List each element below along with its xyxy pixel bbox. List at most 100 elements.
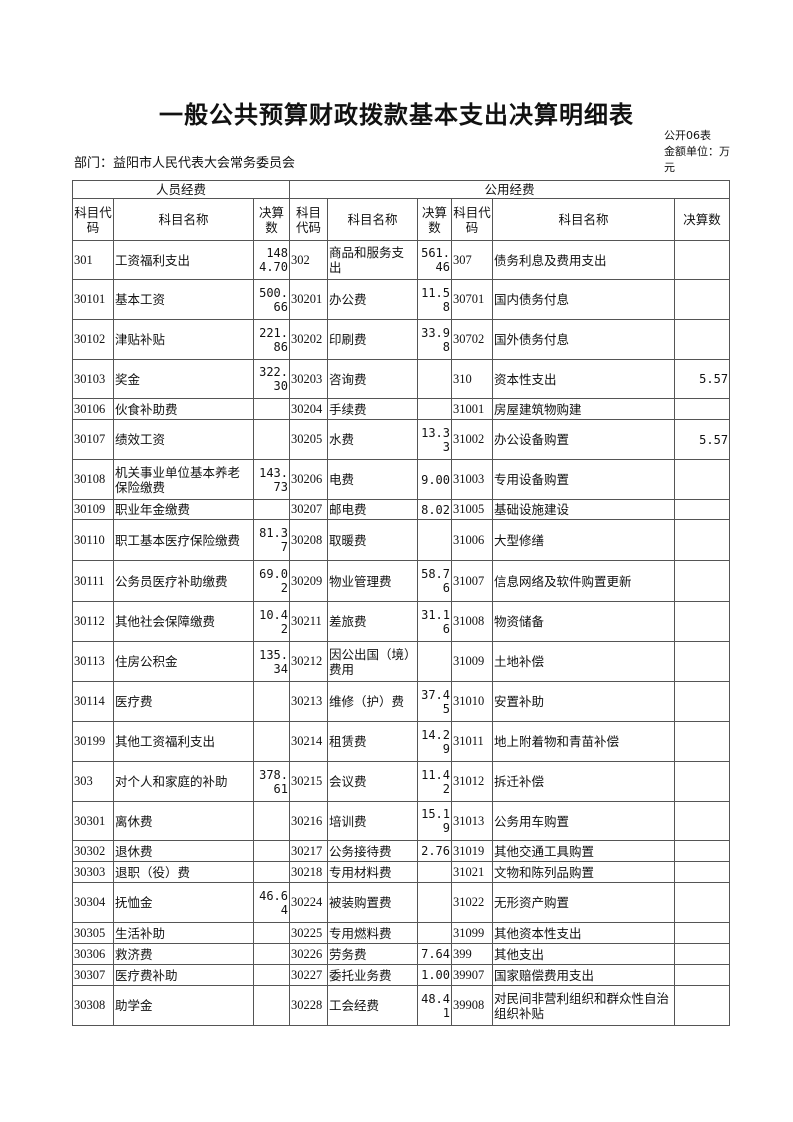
amount bbox=[673, 459, 731, 500]
amount: 1484.70 bbox=[253, 240, 290, 280]
column-header-row: 科目代码 科目名称 决算数 科目代码 科目名称 决算数 科目代码 科目名称 决算数 bbox=[72, 198, 731, 241]
subject-code: 30308 bbox=[72, 985, 114, 1026]
amount bbox=[673, 279, 731, 320]
subject-code: 30203 bbox=[289, 359, 328, 399]
amount bbox=[253, 943, 290, 965]
amount bbox=[417, 398, 452, 420]
subject-code: 30204 bbox=[289, 398, 328, 420]
table-row: 30109 职业年金缴费 30207 邮电费 8.02 31005 基础设施建设 bbox=[72, 499, 731, 520]
table-row: 301 工资福利支出 1484.70 302 商品和服务支出 561.46 307 债务利息及… bbox=[72, 240, 731, 280]
amount: 143.73 bbox=[253, 459, 290, 500]
subject-name: 因公出国（境）费用 bbox=[327, 641, 418, 682]
subject-code: 30102 bbox=[72, 319, 114, 360]
amount: 15.19 bbox=[417, 801, 452, 841]
subject-code: 30215 bbox=[289, 761, 328, 802]
subject-name: 无形资产购置 bbox=[492, 882, 675, 923]
subject-code: 30218 bbox=[289, 861, 328, 883]
table-row: 30301 离休费 30216 培训费 15.19 31013 公务用车购置 bbox=[72, 801, 731, 841]
subject-code: 30101 bbox=[72, 279, 114, 320]
subject-code: 30302 bbox=[72, 840, 114, 862]
subject-name: 印刷费 bbox=[327, 319, 418, 360]
subject-code: 30113 bbox=[72, 641, 114, 682]
table-row: 30305 生活补助 30225 专用燃料费 31099 其他资本性支出 bbox=[72, 922, 731, 944]
subject-code: 301 bbox=[72, 240, 114, 280]
subject-code: 399 bbox=[451, 943, 493, 965]
amount bbox=[673, 761, 731, 802]
subject-code: 302 bbox=[289, 240, 328, 280]
subject-name: 水费 bbox=[327, 419, 418, 460]
subject-code: 30202 bbox=[289, 319, 328, 360]
subject-name: 绩效工资 bbox=[113, 419, 254, 460]
subject-code: 30106 bbox=[72, 398, 114, 420]
subject-name: 物业管理费 bbox=[327, 560, 418, 602]
subject-name: 拆迁补偿 bbox=[492, 761, 675, 802]
amount bbox=[253, 964, 290, 986]
amount bbox=[673, 681, 731, 722]
amount bbox=[673, 398, 731, 420]
header-code: 科目代码 bbox=[289, 198, 328, 241]
subject-code: 30702 bbox=[451, 319, 493, 360]
subject-name: 救济费 bbox=[113, 943, 254, 965]
subject-name: 医疗费 bbox=[113, 681, 254, 722]
subject-code: 310 bbox=[451, 359, 493, 399]
amount bbox=[253, 840, 290, 862]
table-row: 30308 助学金 30228 工会经费 48.41 39908 对民间非营利组织和群众性自… bbox=[72, 985, 731, 1026]
subject-code: 307 bbox=[451, 240, 493, 280]
amount bbox=[417, 519, 452, 561]
amount bbox=[673, 560, 731, 602]
amount bbox=[253, 398, 290, 420]
header-code: 科目代码 bbox=[72, 198, 114, 241]
subject-name: 工资福利支出 bbox=[113, 240, 254, 280]
subject-code: 30212 bbox=[289, 641, 328, 682]
subject-name: 房屋建筑物购建 bbox=[492, 398, 675, 420]
amount: 500.66 bbox=[253, 279, 290, 320]
header-amount: 决算数 bbox=[253, 198, 290, 241]
subject-code: 30305 bbox=[72, 922, 114, 944]
subject-name: 其他社会保障缴费 bbox=[113, 601, 254, 642]
amount bbox=[253, 419, 290, 460]
subject-code: 31019 bbox=[451, 840, 493, 862]
table-row: 30112 其他社会保障缴费 10.42 30211 差旅费 31.16 31008 物资储备 bbox=[72, 601, 731, 642]
subject-name: 公务员医疗补助缴费 bbox=[113, 560, 254, 602]
subject-name: 其他支出 bbox=[492, 943, 675, 965]
subject-name: 取暖费 bbox=[327, 519, 418, 561]
subject-code: 31013 bbox=[451, 801, 493, 841]
subject-name: 专用燃料费 bbox=[327, 922, 418, 944]
subject-code: 30227 bbox=[289, 964, 328, 986]
amount: 322.30 bbox=[253, 359, 290, 399]
amount bbox=[673, 801, 731, 841]
subject-name: 物资储备 bbox=[492, 601, 675, 642]
amount bbox=[253, 499, 290, 520]
subject-code: 30206 bbox=[289, 459, 328, 500]
table-row: 30108 机关事业单位基本养老保险缴费 143.73 30206 电费 9.00 3100… bbox=[72, 459, 731, 500]
subject-code: 30214 bbox=[289, 721, 328, 762]
amount bbox=[673, 641, 731, 682]
subject-name: 维修（护）费 bbox=[327, 681, 418, 722]
table-row: 30103 奖金 322.30 30203 咨询费 310 资本性支出 5.57 bbox=[72, 359, 731, 399]
subject-code: 30303 bbox=[72, 861, 114, 883]
subject-code: 31002 bbox=[451, 419, 493, 460]
amount bbox=[673, 943, 731, 965]
subject-name: 差旅费 bbox=[327, 601, 418, 642]
amount bbox=[673, 519, 731, 561]
header-name: 科目名称 bbox=[327, 198, 418, 241]
subject-name: 被装购置费 bbox=[327, 882, 418, 923]
amount: 7.64 bbox=[417, 943, 452, 965]
amount bbox=[673, 601, 731, 642]
subject-name: 其他交通工具购置 bbox=[492, 840, 675, 862]
subject-name: 医疗费补助 bbox=[113, 964, 254, 986]
subject-name: 电费 bbox=[327, 459, 418, 500]
subject-code: 31005 bbox=[451, 499, 493, 520]
subject-name: 地上附着物和青苗补偿 bbox=[492, 721, 675, 762]
header-name: 科目名称 bbox=[492, 198, 675, 241]
subject-code: 30216 bbox=[289, 801, 328, 841]
amount: 9.00 bbox=[417, 459, 452, 500]
subject-name: 对个人和家庭的补助 bbox=[113, 761, 254, 802]
amount bbox=[673, 861, 731, 883]
subject-code: 30114 bbox=[72, 681, 114, 722]
subject-name: 商品和服务支出 bbox=[327, 240, 418, 280]
subject-code: 31099 bbox=[451, 922, 493, 944]
table-row: 30110 职工基本医疗保险缴费 81.37 30208 取暖费 31006 大型修缮 bbox=[72, 519, 731, 561]
subject-code: 30207 bbox=[289, 499, 328, 520]
amount-unit: 金额单位：万元 bbox=[664, 145, 730, 174]
